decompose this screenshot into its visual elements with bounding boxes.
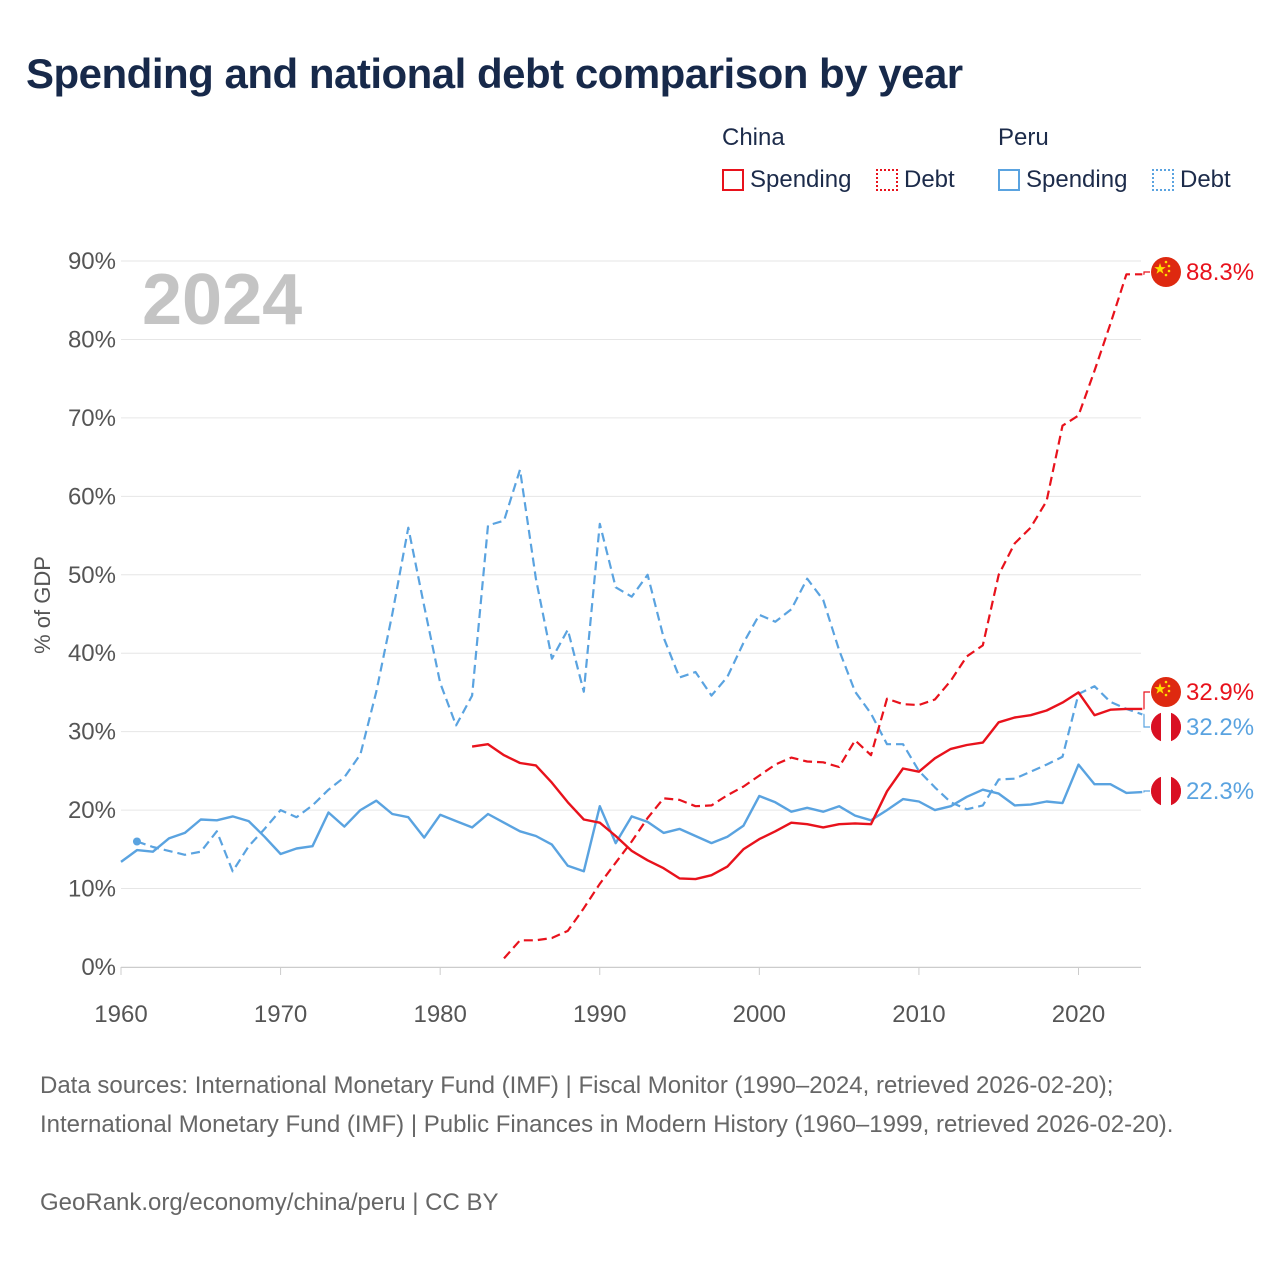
x-tick-label: 1990 xyxy=(573,1001,626,1028)
end-value-label: 32.9% xyxy=(1186,679,1254,706)
x-tick-label: 1960 xyxy=(94,1001,147,1028)
line-chart: 0% 10% 20% 30% 40% 50% 60% 70% 80% 90% 1960 1970 198… xyxy=(30,248,1254,1028)
y-tick-label: 20% xyxy=(68,797,116,824)
x-tick-label: 2000 xyxy=(733,1001,786,1028)
credit-link[interactable]: GeoRank.org/economy/china/peru | CC BY xyxy=(40,1189,499,1216)
legend-swatch-solid-icon xyxy=(722,169,744,191)
china-flag-icon xyxy=(1151,257,1181,287)
end-label-peru-debt: 32.2% xyxy=(1143,712,1254,742)
legend-label: Spending xyxy=(1026,166,1128,193)
peru-flag-icon xyxy=(1151,776,1181,806)
leader-line xyxy=(1143,713,1150,728)
data-sources-note: Data sources: International Monetary Fun… xyxy=(40,1072,1174,1138)
end-value-label: 88.3% xyxy=(1186,259,1254,286)
x-tick-label: 2020 xyxy=(1052,1001,1105,1028)
x-tick-label: 1980 xyxy=(413,1001,466,1028)
end-label-peru-spending: 22.3% xyxy=(1143,776,1254,806)
y-tick-label: 60% xyxy=(68,483,116,510)
legend-item-peru-debt[interactable]: Debt xyxy=(1152,166,1231,194)
series-line-peru-debt[interactable] xyxy=(136,468,1143,873)
legend-swatch-solid-icon xyxy=(998,169,1020,191)
series-line-china-spending[interactable] xyxy=(471,691,1143,881)
chart-title: Spending and national debt comparison by… xyxy=(26,50,963,97)
peru-flag-icon xyxy=(1151,712,1181,742)
end-label-china-debt: 88.3% xyxy=(1143,257,1254,287)
leader-line xyxy=(1143,691,1150,710)
y-tick-label: 70% xyxy=(68,405,116,432)
year-watermark: 2024 xyxy=(142,260,302,340)
series-line-peru-spending[interactable] xyxy=(120,763,1143,873)
y-tick-label: 40% xyxy=(68,640,116,667)
y-tick-label: 30% xyxy=(68,719,116,746)
series-line-china-debt[interactable] xyxy=(503,273,1143,960)
legend-country-peru: Peru xyxy=(998,124,1049,151)
legend-country-china: China xyxy=(722,124,785,151)
y-axis-label: % of GDP xyxy=(30,556,55,654)
legend-item-china-spending[interactable]: Spending xyxy=(722,166,851,194)
legend-swatch-dotted-icon xyxy=(1152,169,1174,191)
legend-label: Debt xyxy=(904,166,955,193)
legend-swatch-dotted-icon xyxy=(876,169,898,191)
legend-label: Debt xyxy=(1180,166,1231,193)
y-tick-label: 10% xyxy=(68,876,116,903)
y-tick-label: 0% xyxy=(81,954,116,981)
leader-line xyxy=(1143,790,1150,793)
x-tick-label: 2010 xyxy=(892,1001,945,1028)
legend-item-china-debt[interactable]: Debt xyxy=(876,166,955,194)
china-flag-icon xyxy=(1151,677,1181,707)
y-tick-label: 90% xyxy=(68,248,116,275)
leader-line xyxy=(1143,271,1150,275)
y-tick-label: 80% xyxy=(68,326,116,353)
series-start-point xyxy=(132,837,141,846)
end-label-china-spending: 32.9% xyxy=(1143,677,1254,710)
legend-label: Spending xyxy=(750,166,852,193)
y-tick-label: 50% xyxy=(68,562,116,589)
end-value-label: 22.3% xyxy=(1186,778,1254,805)
end-value-label: 32.2% xyxy=(1186,714,1254,741)
x-tick-label: 1970 xyxy=(254,1001,307,1028)
legend-item-peru-spending[interactable]: Spending xyxy=(998,166,1127,194)
